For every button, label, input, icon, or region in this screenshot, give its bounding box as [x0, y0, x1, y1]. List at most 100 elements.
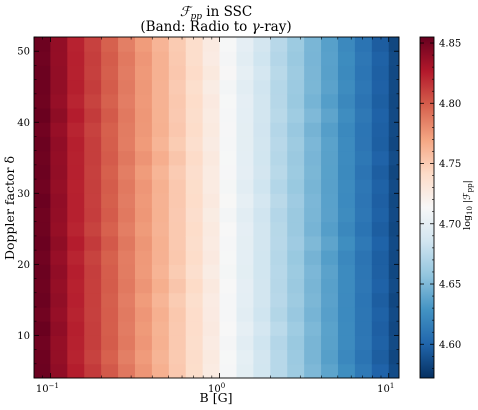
heatmap-cell: [337, 207, 356, 223]
x-tick-label: 101: [377, 382, 394, 395]
heatmap-cell: [236, 122, 254, 137]
heatmap-cell: [371, 193, 390, 208]
heatmap-cell: [202, 207, 221, 223]
heatmap-cell: [168, 79, 187, 95]
heatmap-cell: [304, 363, 322, 379]
heatmap-cell: [151, 108, 170, 123]
heatmap-cell: [134, 306, 153, 322]
heatmap-cell: [101, 335, 119, 351]
heatmap-cell: [118, 193, 136, 208]
heatmap-cell: [84, 51, 102, 66]
heatmap-cell: [168, 164, 187, 180]
heatmap-cell: [253, 250, 271, 265]
heatmap-cell: [304, 306, 322, 322]
heatmap-cell: [354, 207, 373, 223]
heatmap-cell: [371, 221, 390, 237]
heatmap-cell: [304, 93, 322, 109]
heatmap-cell: [118, 363, 136, 379]
heatmap-cell: [151, 349, 170, 365]
heatmap-cell: [50, 235, 68, 251]
heatmap-cell: [253, 79, 271, 95]
heatmap-cell: [219, 37, 237, 52]
heatmap-cell: [371, 65, 390, 81]
heatmap-cell: [388, 321, 400, 336]
heatmap-cell: [151, 65, 170, 81]
heatmap-cell: [236, 193, 254, 208]
heatmap-cell: [134, 349, 153, 365]
heatmap-cell: [185, 51, 204, 66]
heatmap-cell: [185, 79, 204, 95]
heatmap-cell: [270, 264, 288, 280]
heatmap-cell: [337, 108, 356, 123]
heatmap-cell: [388, 221, 400, 237]
heatmap-cell: [270, 207, 288, 223]
heatmap-cell: [219, 207, 237, 223]
heatmap-cell: [287, 321, 305, 336]
heatmap-cell: [354, 122, 373, 137]
heatmap-cell: [270, 164, 288, 180]
heatmap-cell: [134, 79, 153, 95]
x-tick-label: 100: [208, 382, 225, 395]
heatmap-cell: [321, 65, 339, 81]
heatmap-cell: [50, 37, 68, 52]
heatmap-cell: [253, 292, 271, 308]
heatmap-cell: [354, 306, 373, 322]
heatmap-cell: [118, 164, 136, 180]
heatmap-cell: [185, 122, 204, 137]
heatmap-cell: [287, 193, 305, 208]
colorbar-tick-label: 4.80: [439, 99, 461, 110]
heatmap-cell: [321, 136, 339, 152]
heatmap-cell: [287, 136, 305, 152]
heatmap-cell: [270, 250, 288, 265]
heatmap-cell: [34, 193, 51, 208]
heatmap-cell: [34, 363, 51, 379]
heatmap-cell: [202, 321, 221, 336]
heatmap-cell: [270, 122, 288, 137]
heatmap-cell: [287, 278, 305, 294]
heatmap-cell: [388, 235, 400, 251]
heatmap-cell: [371, 79, 390, 95]
heatmap-cell: [270, 221, 288, 237]
heatmap-cell: [202, 292, 221, 308]
heatmap-cell: [151, 150, 170, 166]
heatmap-cell: [118, 278, 136, 294]
heatmap-cell: [34, 335, 51, 351]
heatmap-cell: [151, 193, 170, 208]
heatmap-cell: [371, 37, 390, 52]
heatmap-cell: [34, 108, 51, 123]
heatmap-cell: [185, 108, 204, 123]
heatmap-cell: [34, 321, 51, 336]
heatmap-cell: [151, 164, 170, 180]
heatmap-cell: [253, 108, 271, 123]
heatmap-cell: [151, 250, 170, 265]
heatmap-cell: [337, 335, 356, 351]
heatmap-cell: [134, 37, 153, 52]
heatmap-cell: [168, 122, 187, 137]
x-axis: 10−1 100 101: [33, 37, 394, 395]
heatmap-cell: [118, 335, 136, 351]
heatmap-cell: [151, 235, 170, 251]
heatmap-cell: [219, 363, 237, 379]
heatmap-cell: [354, 136, 373, 152]
heatmap-cell: [101, 221, 119, 237]
heatmap-cell: [270, 93, 288, 109]
y-axis-label: Doppler factor δ: [2, 156, 17, 260]
heatmap-cell: [202, 79, 221, 95]
heatmap-cell: [321, 122, 339, 137]
y-tick-label: 40: [17, 118, 30, 129]
heatmap-cell: [371, 207, 390, 223]
heatmap-cell: [50, 136, 68, 152]
heatmap-cell: [84, 250, 102, 265]
heatmap-cell: [185, 278, 204, 294]
heatmap-cell: [236, 221, 254, 237]
y-tick-label: 20: [17, 260, 30, 271]
heatmap-cell: [101, 93, 119, 109]
heatmap-cell: [388, 51, 400, 66]
heatmap-cell: [134, 235, 153, 251]
heatmap-cell: [236, 164, 254, 180]
heatmap-cell: [151, 179, 170, 194]
heatmap-cell: [337, 37, 356, 52]
heatmap-cell: [84, 108, 102, 123]
heatmap-cell: [168, 250, 187, 265]
heatmap-cell: [236, 51, 254, 66]
